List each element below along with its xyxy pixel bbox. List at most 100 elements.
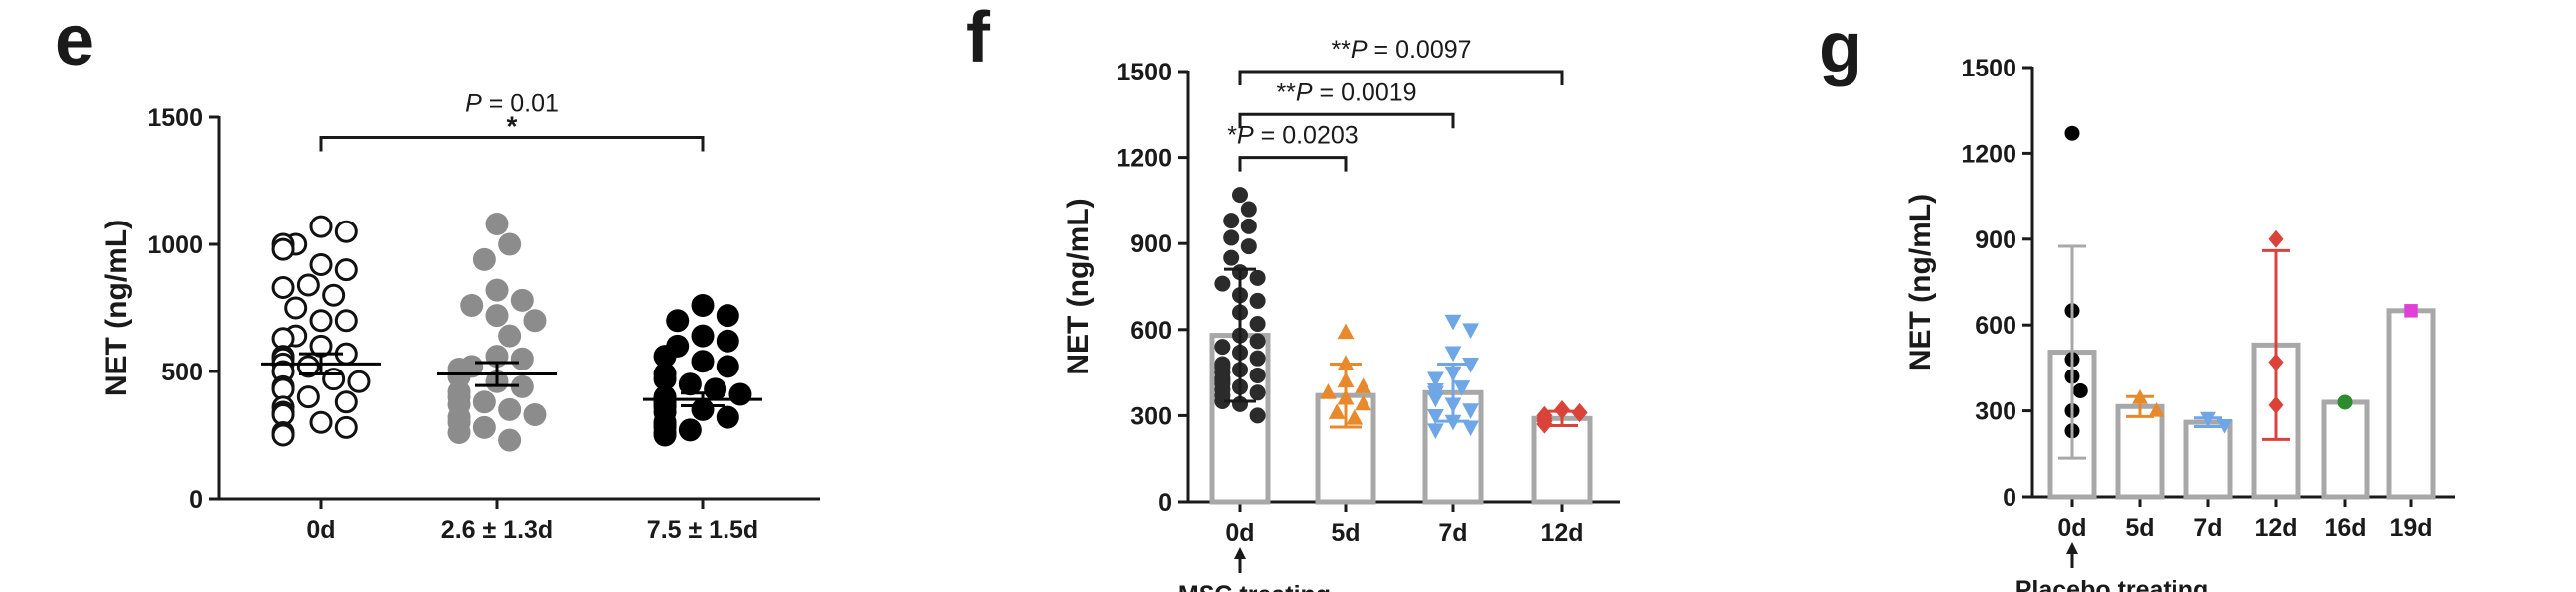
y-axis-title: NET (ng/mL) (100, 220, 133, 396)
data-point (485, 278, 509, 302)
arrow-head (2066, 542, 2078, 554)
x-tick-label: 0d (306, 517, 335, 544)
x-tick-label: 19d (2389, 515, 2432, 542)
data-point (485, 304, 509, 328)
significance-label: *P = 0.0203 (1227, 122, 1358, 150)
data-point (1223, 213, 1240, 229)
data-point (716, 304, 739, 328)
data-point (1462, 420, 1479, 437)
data-point (716, 355, 739, 378)
y-tick-label: 500 (161, 359, 203, 386)
data-point (1337, 323, 1355, 340)
data-point (691, 324, 715, 348)
x-tick-label: 0d (1225, 519, 1254, 547)
significance-bracket (319, 135, 705, 152)
data-point (704, 377, 727, 401)
data-point (1214, 339, 1231, 356)
data-point (523, 309, 547, 333)
panel-e: e 0 500 1000 1500 NET (ng/mL) 0d 2.6 ± 1.3d 7.5 … (55, 1, 820, 544)
data-point (1453, 380, 1471, 396)
data-point (271, 237, 295, 261)
series-1 (2115, 389, 2165, 500)
data-point (1427, 391, 1444, 408)
data-point (334, 390, 358, 414)
arrow-head (1234, 547, 1246, 559)
series-5 (2386, 304, 2436, 500)
data-point (2337, 394, 2353, 410)
panel-g: g 0 300 600 900 1200 1500 NET (ng/mL) 0d 5d 7d 12d 1… (1819, 8, 2455, 592)
significance-bracket (1238, 112, 1455, 129)
data-point (691, 397, 715, 421)
data-point (1355, 394, 1371, 411)
series-1 (437, 213, 557, 452)
y-tick-label: 0 (2003, 484, 2016, 512)
data-point (510, 347, 534, 370)
panel-letter: f (966, 0, 991, 77)
p-value: = 0.0019 (1313, 78, 1417, 106)
significance-label: **P = 0.0097 (1331, 36, 1471, 64)
y-tick-label: 1500 (1961, 55, 2016, 82)
y-tick-label: 900 (1130, 230, 1172, 258)
data-point (1346, 409, 1364, 425)
data-point (1427, 423, 1444, 440)
data-point (472, 415, 496, 439)
data-point (472, 390, 496, 414)
x-tick-label: 12d (2254, 515, 2297, 542)
data-point (322, 368, 346, 391)
y-tick-label: 300 (1975, 398, 2016, 426)
p-value: = 0.0097 (1368, 36, 1472, 64)
p-symbol: P (465, 89, 482, 117)
p-symbol: P (1237, 122, 1254, 150)
data-point (447, 420, 471, 444)
series-3 (2251, 229, 2301, 500)
y-axis-title: NET (ng/mL) (1062, 198, 1095, 374)
x-tick-label: 5d (1331, 519, 1360, 547)
significance-label: P = 0.01 (465, 89, 559, 117)
data-point (2064, 125, 2080, 141)
data-point (1214, 392, 1231, 409)
data-point (2268, 229, 2284, 248)
data-point (1232, 187, 1248, 204)
x-tick-label: 7d (1438, 519, 1467, 547)
data-point (1240, 218, 1257, 234)
y-tick-label: 1500 (147, 104, 203, 132)
bar (2183, 419, 2233, 500)
data-point (728, 382, 752, 406)
x-tick-label: 12d (1540, 519, 1583, 547)
bar (2321, 399, 2370, 500)
data-point (1249, 407, 1266, 424)
data-point (666, 309, 690, 333)
panel-letter: e (55, 1, 94, 80)
data-point (1214, 275, 1231, 292)
data-point (2072, 382, 2088, 398)
data-point (1462, 403, 1479, 419)
data-point (1320, 383, 1337, 399)
data-point (1444, 314, 1462, 331)
data-point (1536, 414, 1553, 434)
y-tick-label: 600 (1130, 317, 1172, 345)
data-point (347, 370, 371, 393)
y-tick-label: 1000 (147, 231, 203, 259)
data-point (716, 405, 739, 429)
data-point (498, 428, 522, 452)
data-point (653, 423, 677, 447)
data-point (1427, 371, 1444, 388)
series-2 (1422, 314, 1484, 505)
significance-label: **P = 0.0019 (1276, 78, 1416, 106)
panel-f: f 0 300 600 900 1200 1500 NET (ng/mL) 0d 5d 7d 12d *… (966, 0, 1620, 592)
significance-stars: ** (1276, 78, 1296, 106)
series-2 (643, 293, 762, 447)
data-point (691, 293, 715, 317)
data-point (309, 215, 333, 238)
significance-stars: * (1227, 122, 1237, 150)
y-tick-label: 0 (189, 486, 203, 514)
data-point (296, 355, 320, 378)
data-point (2148, 401, 2165, 417)
x-tick-label: 7d (2193, 515, 2222, 542)
data-point (1355, 377, 1371, 393)
significance-bracket (1238, 70, 1564, 85)
y-tick-label: 1200 (1961, 140, 2016, 168)
significance-star: * (507, 110, 518, 141)
bar (2386, 308, 2436, 500)
y-tick-label: 0 (1158, 489, 1172, 517)
